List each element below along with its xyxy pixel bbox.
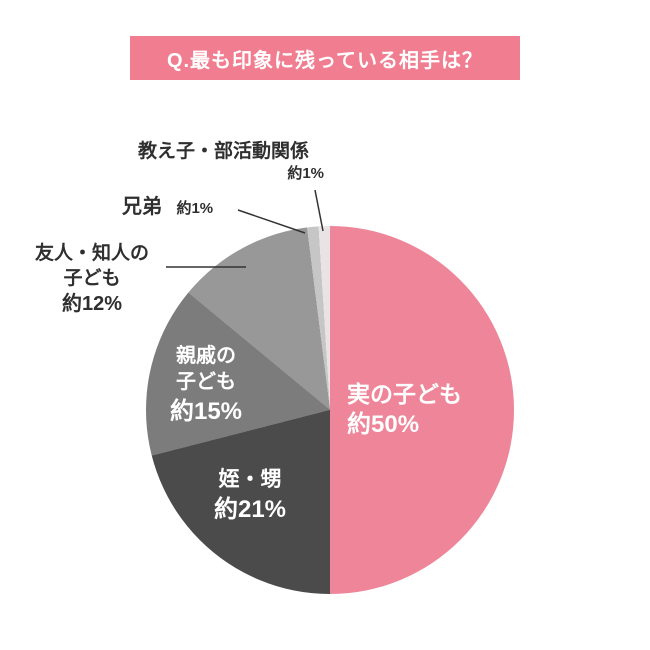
leader-line-students xyxy=(314,189,324,232)
slice-label-text: 兄弟 xyxy=(122,196,162,218)
slice-label-relatives-children: 親戚の 子ども 約15% xyxy=(150,343,262,427)
pie-chart xyxy=(146,226,514,594)
slice-label-text: 姪・甥 xyxy=(218,468,282,491)
slice-label-text: 子ども xyxy=(63,268,121,290)
slice-label-text: 教え子・部活動関係 xyxy=(138,141,310,162)
slice-value-text: 約1% xyxy=(287,165,324,183)
slice-label-siblings: 兄弟 約1% xyxy=(122,194,213,220)
slice-label-friends-children: 友人・知人の 子ども 約12% xyxy=(22,241,162,318)
slice-label-text: 親戚の xyxy=(176,345,236,367)
question-banner: Q.最も印象に残っている相手は？ xyxy=(130,36,520,80)
slice-value-text: 約1% xyxy=(176,200,214,217)
slice-label-text: 子ども xyxy=(176,371,236,394)
slice-label-text: 友人・知人の xyxy=(34,243,149,264)
slice-value-text: 約21% xyxy=(213,495,287,523)
slice-label-text: 実の子ども xyxy=(347,381,462,407)
slice-value-text: 約50% xyxy=(347,411,420,439)
slice-label-niece-nephew: 姪・甥 約21% xyxy=(185,466,315,525)
slice-label-students: 教え子・部活動関係 約1% xyxy=(138,139,330,184)
question-title: Q.最も印象に残っている相手は？ xyxy=(166,49,484,72)
slice-label-own-children: 実の子ども 約50% xyxy=(347,379,462,441)
slice-value-text: 約12% xyxy=(61,293,123,316)
slice-value-text: 約15% xyxy=(169,397,243,425)
